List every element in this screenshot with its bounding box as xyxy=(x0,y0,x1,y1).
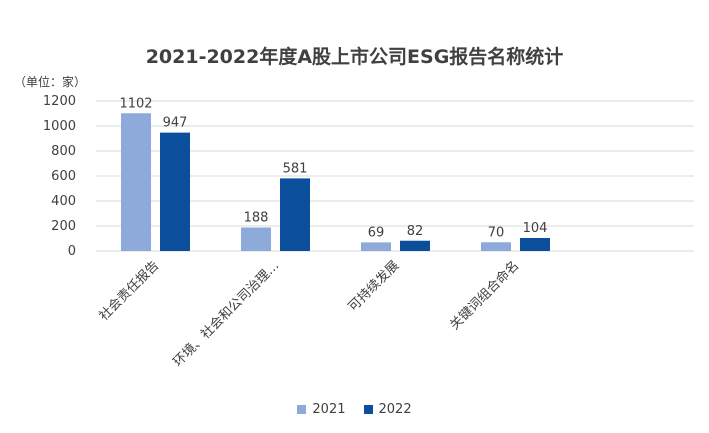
category-label: 环境、社会和公司治理… xyxy=(170,258,282,370)
bar-2021-1 xyxy=(241,227,271,251)
y-tick-label: 200 xyxy=(51,219,76,234)
legend-item-2021: 2021 xyxy=(297,402,346,417)
legend-label-2022: 2022 xyxy=(378,402,412,417)
data-labels: 1102 947 188 581 69 82 70 104 xyxy=(119,96,547,240)
y-tick-label: 600 xyxy=(51,169,76,184)
data-label: 1102 xyxy=(119,96,152,111)
grid-lines xyxy=(96,100,694,252)
y-tick-label: 1200 xyxy=(43,94,76,109)
category-labels: 社会责任报告 环境、社会和公司治理… 可持续发展 关键词组合命名 xyxy=(96,258,522,370)
unit-label: （单位：家） xyxy=(14,75,87,89)
legend-swatch-2021 xyxy=(297,405,307,414)
bar-2022-0 xyxy=(160,132,190,251)
data-label: 70 xyxy=(488,225,505,240)
bar-2021-3 xyxy=(481,242,511,251)
bar-2022-3 xyxy=(520,238,550,251)
y-tick-label: 800 xyxy=(51,144,76,159)
category-label: 关键词组合命名 xyxy=(447,258,523,334)
data-label: 69 xyxy=(368,225,385,240)
data-label: 188 xyxy=(244,211,269,226)
legend-label-2021: 2021 xyxy=(312,402,346,417)
data-label: 581 xyxy=(283,161,308,176)
bar-2022-2 xyxy=(400,240,430,251)
y-tick-label: 1000 xyxy=(43,119,76,134)
bar-2021-2 xyxy=(361,242,391,251)
data-label: 82 xyxy=(407,224,424,239)
bar-2021-0 xyxy=(121,113,151,251)
category-label: 社会责任报告 xyxy=(96,258,162,324)
y-tick-label: 0 xyxy=(68,244,76,259)
data-label: 104 xyxy=(523,221,548,236)
legend-swatch-2022 xyxy=(363,405,373,414)
y-tick-label: 400 xyxy=(51,194,76,209)
y-axis: 0 200 400 600 800 1000 1200 xyxy=(43,94,76,259)
category-label: 可持续发展 xyxy=(345,258,402,315)
legend-item-2022: 2022 xyxy=(363,402,412,417)
data-label: 947 xyxy=(163,116,188,131)
chart-title: 2021-2022年度A股上市公司ESG报告名称统计 xyxy=(145,46,564,68)
bars xyxy=(121,113,550,251)
legend: 2021 2022 xyxy=(0,402,709,417)
bar-2022-1 xyxy=(280,178,310,251)
